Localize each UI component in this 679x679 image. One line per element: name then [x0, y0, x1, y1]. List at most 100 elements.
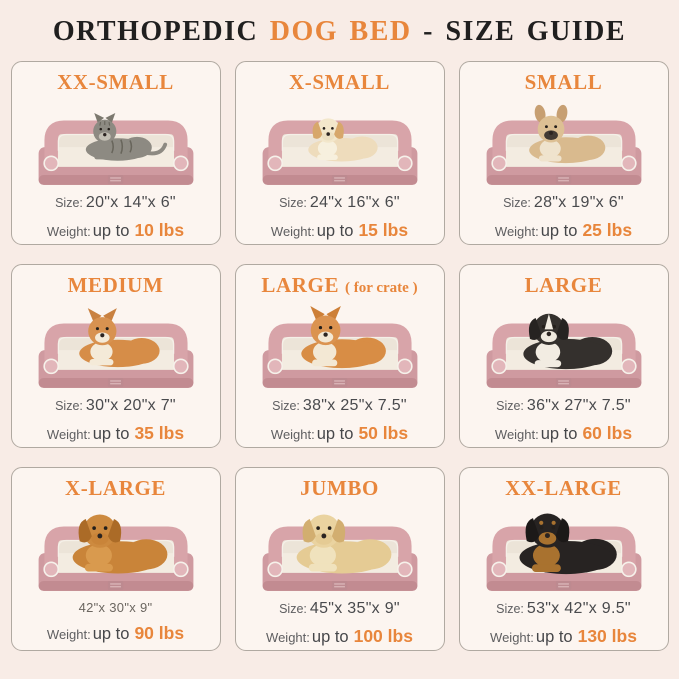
weight-value: 60 lbs	[582, 423, 633, 443]
weight-row: Weight: up to 50 lbs	[236, 423, 444, 444]
shih-tzu-puppy	[307, 118, 378, 162]
size-row: Size: 20"x 14"x 6"	[12, 194, 220, 212]
product-photo	[460, 299, 668, 394]
size-card-xx-small: XX-SMALL Size: 20"x 14"x 6" Weight: up to 1…	[10, 61, 221, 245]
size-card-medium: MEDIUM Size: 30"x 20"x 7" Weight: up to 35 …	[10, 264, 221, 448]
card-title: SMALL	[460, 70, 668, 95]
border-collie	[522, 313, 612, 370]
weight-value: 100 lbs	[353, 626, 413, 646]
size-row: 42"x 30"x 9"	[12, 600, 220, 615]
size-value: 24"x 16"x 6"	[309, 194, 400, 211]
card-title: X-SMALL	[236, 70, 444, 95]
weight-row: Weight: up to 25 lbs	[460, 220, 668, 241]
card-title: XX-LARGE	[460, 476, 668, 501]
weight-prefix: up to	[92, 222, 130, 240]
weight-label: Weight:	[46, 224, 91, 239]
weight-label: Weight:	[270, 224, 315, 239]
yellow-labrador	[296, 514, 391, 574]
card-title-label: LARGE	[524, 273, 603, 297]
card-title-label: SMALL	[524, 70, 603, 94]
size-row: Size: 38"x 25"x 7.5"	[236, 397, 444, 415]
weight-prefix: up to	[92, 425, 130, 443]
dog-bed-illustration	[262, 514, 417, 591]
weight-label: Weight:	[46, 427, 91, 442]
size-label: Size:	[55, 399, 83, 413]
page-title-suffix: - SIZE GUIDE	[411, 16, 627, 47]
card-title: JUMBO	[236, 476, 444, 501]
dog-bed-illustration	[38, 514, 193, 591]
dog-bed-illustration	[486, 513, 641, 591]
weight-value: 130 lbs	[577, 626, 637, 646]
rottweiler	[518, 513, 617, 575]
size-row: Size: 53"x 42"x 9.5"	[460, 600, 668, 618]
weight-prefix: up to	[535, 628, 573, 646]
weight-value: 15 lbs	[358, 220, 409, 240]
size-value: 28"x 19"x 6"	[533, 194, 624, 211]
card-title-label: LARGE	[261, 273, 340, 297]
size-label: Size:	[55, 196, 83, 210]
product-photo	[12, 299, 220, 394]
weight-row: Weight: up to 130 lbs	[460, 626, 668, 647]
weight-label: Weight:	[490, 630, 534, 645]
dog-bed-illustration	[38, 308, 193, 388]
weight-row: Weight: up to 100 lbs	[236, 626, 444, 647]
size-value: 20"x 14"x 6"	[85, 194, 176, 211]
card-title: LARGE	[460, 273, 668, 298]
weight-label: Weight:	[46, 627, 91, 642]
weight-prefix: up to	[316, 222, 354, 240]
weight-prefix: up to	[540, 222, 578, 240]
product-photo	[12, 96, 220, 191]
size-card-x-large: X-LARGE 42"x 30"x 9" Weight: up to 90 lbs	[10, 467, 221, 651]
card-title: X-LARGE	[12, 476, 220, 501]
size-card-jumbo: JUMBO Size: 45"x 35"x 9" Weight: up to 100 …	[234, 467, 445, 651]
weight-prefix: up to	[316, 425, 354, 443]
product-photo	[236, 299, 444, 394]
card-title-label: X-SMALL	[288, 70, 391, 94]
size-card-x-small: X-SMALL Size: 24"x 16"x 6" Weight: up to 15…	[234, 61, 445, 245]
product-photo	[460, 96, 668, 191]
size-row: Size: 24"x 16"x 6"	[236, 194, 444, 212]
card-title-label: MEDIUM	[67, 273, 164, 297]
weight-prefix: up to	[311, 628, 349, 646]
size-row: Size: 45"x 35"x 9"	[236, 600, 444, 618]
size-label: Size:	[496, 399, 524, 413]
weight-label: Weight:	[270, 427, 315, 442]
weight-value: 50 lbs	[358, 423, 409, 443]
size-row: Size: 30"x 20"x 7"	[12, 397, 220, 415]
weight-prefix: up to	[92, 625, 130, 643]
size-row: Size: 36"x 27"x 7.5"	[460, 397, 668, 415]
dog-bed-illustration	[262, 118, 417, 185]
size-row: Size: 28"x 19"x 6"	[460, 194, 668, 212]
dog-bed-illustration	[38, 113, 193, 185]
weight-label: Weight:	[266, 630, 310, 645]
weight-row: Weight: up to 90 lbs	[12, 623, 220, 644]
shiba-inu	[300, 306, 386, 369]
weight-row: Weight: up to 35 lbs	[12, 423, 220, 444]
size-value: 30"x 20"x 7"	[85, 397, 176, 414]
product-photo	[236, 502, 444, 597]
size-value: 53"x 42"x 9.5"	[526, 600, 631, 617]
weight-prefix: up to	[540, 425, 578, 443]
card-title-label: XX-LARGE	[505, 476, 622, 500]
size-label: Size:	[496, 602, 524, 616]
size-label: Size:	[279, 602, 307, 616]
dog-bed-illustration	[262, 306, 417, 388]
product-photo	[460, 502, 668, 597]
size-card-small: SMALL Size: 28"x 19"x 6" Weight: up to 25 l…	[458, 61, 669, 245]
card-title-label: X-LARGE	[64, 476, 167, 500]
product-photo	[236, 96, 444, 191]
weight-row: Weight: up to 10 lbs	[12, 220, 220, 241]
size-label: Size:	[272, 399, 300, 413]
card-title-label: XX-SMALL	[57, 70, 174, 94]
weight-value: 25 lbs	[582, 220, 633, 240]
page-title-prefix: ORTHOPEDIC	[52, 16, 270, 47]
card-title: MEDIUM	[12, 273, 220, 298]
corgi	[78, 308, 160, 368]
weight-row: Weight: up to 60 lbs	[460, 423, 668, 444]
card-title: LARGE ( for crate )	[236, 273, 444, 298]
card-title-note: ( for crate )	[344, 280, 418, 296]
size-label: Size:	[503, 196, 531, 210]
golden-retriever	[72, 514, 167, 574]
size-value: 36"x 27"x 7.5"	[526, 397, 631, 414]
weight-value: 90 lbs	[134, 623, 185, 643]
